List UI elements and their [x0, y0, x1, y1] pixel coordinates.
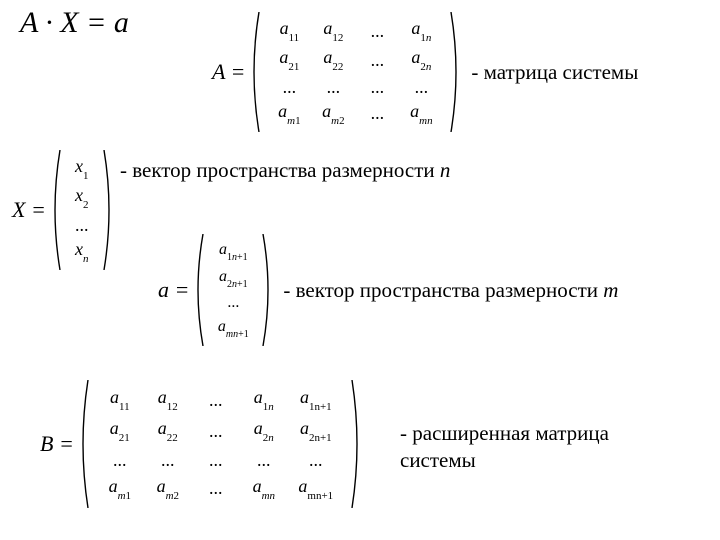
vector-X-region: X = x1 x2... xn: [12, 150, 114, 270]
matrix-cell: amn: [240, 477, 288, 500]
matrix-B: a11a12...a1na1n+1a21a22...a2na2n+1......…: [78, 380, 362, 508]
matrix-cell: ...: [399, 78, 443, 96]
matrix-cell: a1n: [240, 388, 288, 411]
matrix-cell: ...: [355, 104, 399, 122]
vector-X-desc-var: n: [440, 158, 451, 182]
matrix-A-region: A = a11a12...a1na21a22...a2n............…: [212, 12, 638, 132]
matrix-cell: am2: [311, 102, 355, 125]
matrix-cell: a2n: [399, 48, 443, 71]
matrix-cell: a11: [96, 388, 144, 411]
matrix-cell: am1: [267, 102, 311, 125]
matrix-cell: ...: [240, 451, 288, 469]
matrix-cell: ...: [68, 216, 96, 234]
matrix-B-region: B = a11a12...a1na1n+1a21a22...a2na2n+1..…: [40, 380, 362, 508]
matrix-cell: amn+1: [211, 319, 255, 338]
matrix-cell: a2n+1: [211, 269, 255, 288]
matrix-cell: xn: [68, 240, 96, 263]
matrix-cell: ...: [355, 51, 399, 69]
matrix-cell: ...: [355, 78, 399, 96]
vector-X-desc-text: - вектор пространства размерности: [120, 158, 440, 182]
vector-X: x1 x2... xn: [50, 150, 114, 270]
matrix-cell: ...: [192, 391, 240, 409]
matrix-cell: ...: [192, 451, 240, 469]
matrix-cell: amn: [399, 102, 443, 125]
matrix-B-desc: - расширенная матрица системы: [400, 420, 609, 475]
matrix-cell: a11: [267, 19, 311, 42]
matrix-B-label: B =: [40, 431, 74, 457]
vector-a-label: a =: [158, 277, 189, 303]
matrix-cell: ...: [311, 78, 355, 96]
matrix-B-desc-l2: системы: [400, 448, 476, 472]
matrix-cell: ...: [267, 78, 311, 96]
matrix-cell: x1: [68, 157, 96, 180]
main-equation: A · X = a: [20, 6, 129, 40]
matrix-cell: a1n+1: [288, 388, 344, 411]
matrix-B-desc-l1: - расширенная матрица: [400, 421, 609, 445]
matrix-cell: x2: [68, 186, 96, 209]
matrix-cell: a21: [267, 48, 311, 71]
vector-a-desc-var: m: [603, 278, 618, 302]
matrix-cell: a12: [144, 388, 192, 411]
matrix-cell: ...: [192, 479, 240, 497]
vector-a: a1n+1 a2n+1... amn+1: [193, 234, 273, 346]
matrix-cell: ...: [355, 22, 399, 40]
matrix-cell: ...: [96, 451, 144, 469]
matrix-cell: a12: [311, 19, 355, 42]
matrix-cell: ...: [192, 422, 240, 440]
vector-X-label: X =: [12, 197, 46, 223]
matrix-cell: a1n+1: [211, 242, 255, 261]
matrix-A-label: A =: [212, 59, 245, 85]
matrix-cell: am1: [96, 477, 144, 500]
matrix-A-desc: - матрица системы: [471, 60, 638, 85]
vector-a-region: a = a1n+1 a2n+1... amn+1 - вектор простран…: [158, 234, 618, 346]
matrix-cell: a2n+1: [288, 419, 344, 442]
matrix-cell: a2n: [240, 419, 288, 442]
matrix-cell: a22: [311, 48, 355, 71]
matrix-cell: ...: [144, 451, 192, 469]
matrix-cell: a1n: [399, 19, 443, 42]
matrix-cell: am2: [144, 477, 192, 500]
vector-a-desc-text: - вектор пространства размерности: [283, 278, 603, 302]
matrix-cell: ...: [211, 295, 255, 311]
vector-X-desc: - вектор пространства размерности n: [120, 158, 450, 183]
matrix-cell: ...: [288, 451, 344, 469]
matrix-A: a11a12...a1na21a22...a2n............am1a…: [249, 12, 461, 132]
matrix-cell: a21: [96, 419, 144, 442]
matrix-cell: a22: [144, 419, 192, 442]
matrix-cell: amn+1: [288, 477, 344, 500]
vector-a-desc: - вектор пространства размерности m: [283, 278, 618, 303]
